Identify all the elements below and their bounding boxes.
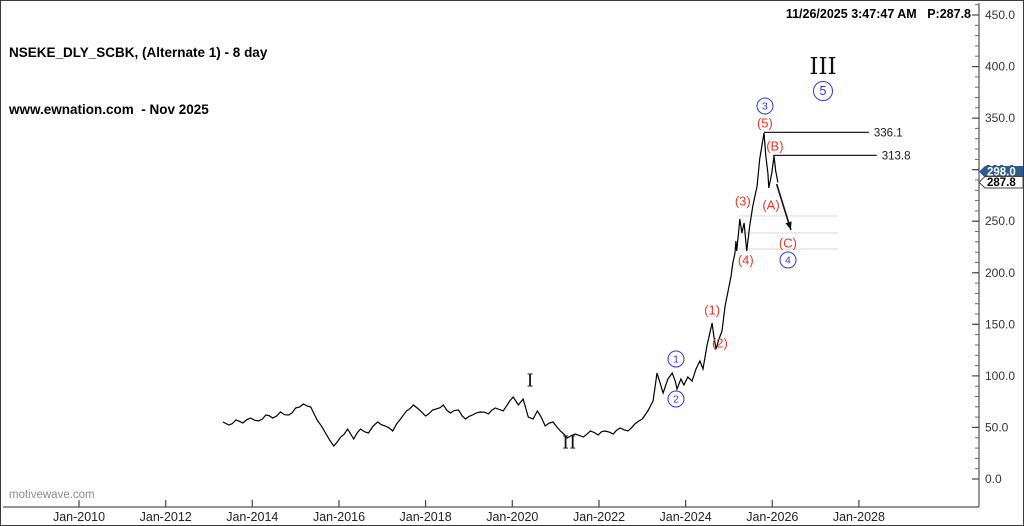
price-tag-value-blue: 298.0	[987, 167, 1016, 179]
y-tick-label-400: 400.0	[985, 60, 1015, 74]
timestamp-label: 11/26/2025 3:47:47 AM	[785, 7, 917, 21]
y-tick-label-0: 0.0	[985, 472, 1002, 486]
instrument-title: NSEKE_DLY_SCBK, (Alternate 1) - 8 day	[9, 45, 268, 60]
y-tick-label-100: 100.0	[985, 369, 1015, 383]
price-level-label-336.1: 336.1	[874, 127, 903, 139]
projection-arrowhead	[785, 221, 792, 230]
y-tick-label-50: 50.0	[985, 420, 1009, 434]
y-tick-label-250: 250.0	[985, 214, 1015, 228]
last-price-label: P:287.8	[927, 7, 971, 21]
x-tick-label-2028: Jan-2028	[833, 510, 885, 524]
y-tick-label-450: 450.0	[985, 8, 1015, 22]
price-tag-white	[978, 176, 1023, 189]
price-line-series	[222, 132, 779, 447]
x-tick-label-2024: Jan-2024	[660, 510, 712, 524]
x-tick-label-2026: Jan-2026	[746, 510, 798, 524]
x-tick-label-2010: Jan-2010	[53, 510, 105, 524]
x-tick-label-2012: Jan-2012	[140, 510, 192, 524]
x-tick-label-2014: Jan-2014	[226, 510, 278, 524]
projection-arrow[interactable]	[775, 183, 792, 231]
motivewave-watermark: motivewave.com	[9, 489, 95, 501]
price-tag-blue	[979, 166, 1023, 178]
y-tick-label-200: 200.0	[985, 266, 1015, 280]
analyst-subtitle: www.ewnation.com - Nov 2025	[9, 102, 209, 117]
x-tick-label-2022: Jan-2022	[573, 510, 625, 524]
price-level-label-313.8: 313.8	[882, 150, 911, 162]
x-tick-label-2016: Jan-2016	[313, 510, 365, 524]
x-tick-label-2020: Jan-2020	[486, 510, 538, 524]
header-status: 11/26/2025 3:47:47 AM P:287.8	[779, 7, 971, 21]
y-tick-label-150: 150.0	[985, 317, 1015, 331]
price-tag-value-white: 287.8	[987, 177, 1016, 189]
chart-header: NSEKE_DLY_SCBK, (Alternate 1) - 8 day ww…	[9, 5, 267, 157]
x-tick-label-2018: Jan-2018	[400, 510, 452, 524]
y-tick-label-350: 350.0	[985, 111, 1015, 125]
